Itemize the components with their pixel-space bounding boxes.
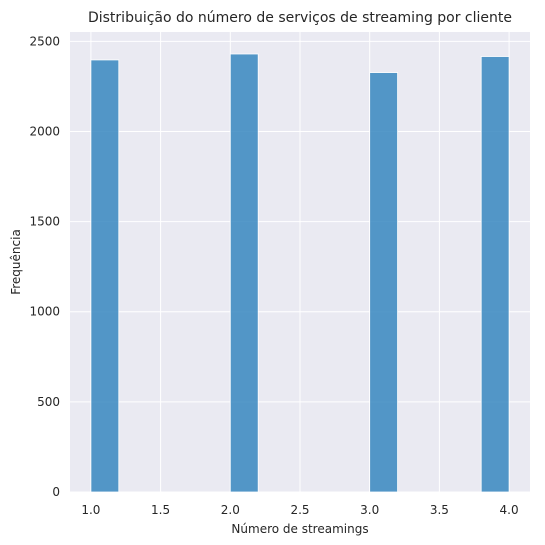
histogram-bar [91,60,119,492]
y-tick-labels: 0 500 1000 1500 2000 2500 [29,34,60,499]
x-tick-label: 2.0 [221,503,240,517]
y-tick-label: 2500 [29,34,60,48]
chart-title: Distribuição do número de serviços de st… [88,10,512,26]
x-tick-label: 3.5 [430,503,449,517]
x-tick-labels: 1.0 1.5 2.0 2.5 3.0 3.5 4.0 [81,503,518,517]
y-tick-label: 0 [52,485,60,499]
x-tick-label: 1.5 [151,503,170,517]
histogram-bar [230,54,258,492]
histogram-bar [370,73,398,492]
histogram-bar [481,57,509,492]
x-tick-label: 2.5 [290,503,309,517]
x-axis-label: Número de streamings [231,522,368,536]
x-tick-label: 3.0 [360,503,379,517]
y-tick-label: 1000 [29,305,60,319]
x-tick-label: 4.0 [500,503,519,517]
y-tick-label: 500 [37,395,60,409]
x-tick-label: 1.0 [81,503,100,517]
y-tick-label: 2000 [29,124,60,138]
y-axis-label: Frequência [9,229,23,295]
y-tick-label: 1500 [29,215,60,229]
